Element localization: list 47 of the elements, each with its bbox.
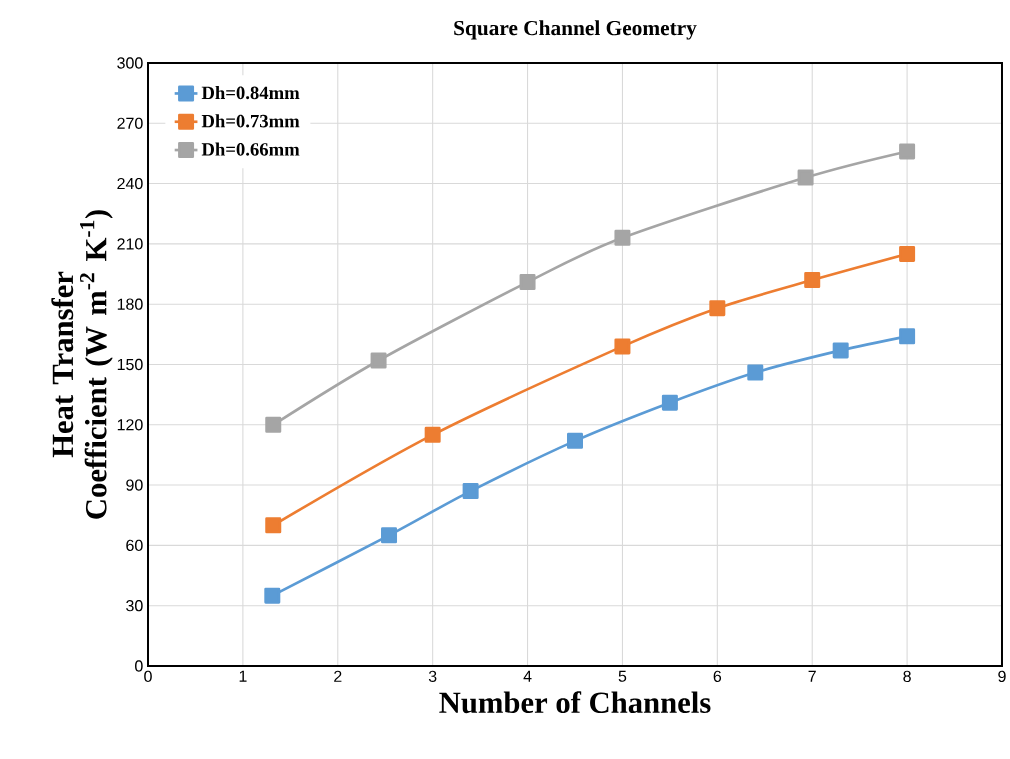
y-tick-label: 300 (117, 57, 143, 69)
point (462, 483, 479, 500)
point (804, 272, 821, 289)
legend-label: Dh=0.66mm (201, 142, 300, 156)
y-tick-label: 270 (117, 117, 143, 129)
point (747, 364, 764, 381)
y-tick-label: 180 (117, 298, 143, 310)
y-tick-label: 90 (126, 479, 143, 491)
x-tick-label: 7 (808, 670, 816, 682)
y-tick-label: 150 (117, 358, 143, 371)
point (519, 274, 536, 291)
point (265, 517, 282, 534)
legend-label: Dh=0.73mm (201, 114, 300, 128)
legend-label: Dh=0.84mm (201, 85, 300, 100)
point (899, 143, 916, 160)
point (614, 338, 631, 355)
y-tick-label: 30 (126, 600, 143, 612)
x-tick-label: 9 (998, 670, 1006, 683)
point (566, 432, 584, 449)
y-tick-label: 60 (126, 539, 143, 552)
x-tick-label: 4 (523, 670, 532, 682)
x-tick-label: 6 (713, 670, 722, 683)
chart-title: Square Channel Geometry (454, 20, 697, 40)
point (899, 328, 916, 345)
point (832, 342, 849, 359)
x-tick-label: 8 (903, 670, 911, 683)
point (899, 245, 916, 262)
point (661, 394, 678, 411)
point (424, 426, 441, 443)
x-tick-label: 2 (334, 670, 342, 682)
point (264, 587, 281, 604)
x-tick-label: 5 (618, 670, 627, 682)
x-tick-label: 3 (428, 670, 437, 683)
point (614, 229, 631, 246)
point (709, 300, 726, 317)
y-tick-label: 210 (117, 238, 143, 250)
point (370, 352, 387, 369)
x-tick-label: 1 (239, 670, 247, 682)
point (265, 416, 282, 433)
point (797, 169, 814, 186)
point (381, 527, 398, 544)
y-tick-label: 240 (117, 177, 143, 190)
x-axis-title: Number of Channels (439, 691, 711, 714)
x-tick-label: 0 (144, 670, 152, 683)
y-tick-label: 0 (135, 660, 143, 672)
y-axis-title: Heat Transfer Coefficient (W m$^{-2}$ K$^{-1}$) (51, 210, 113, 519)
y-tick-label: 120 (117, 419, 143, 431)
